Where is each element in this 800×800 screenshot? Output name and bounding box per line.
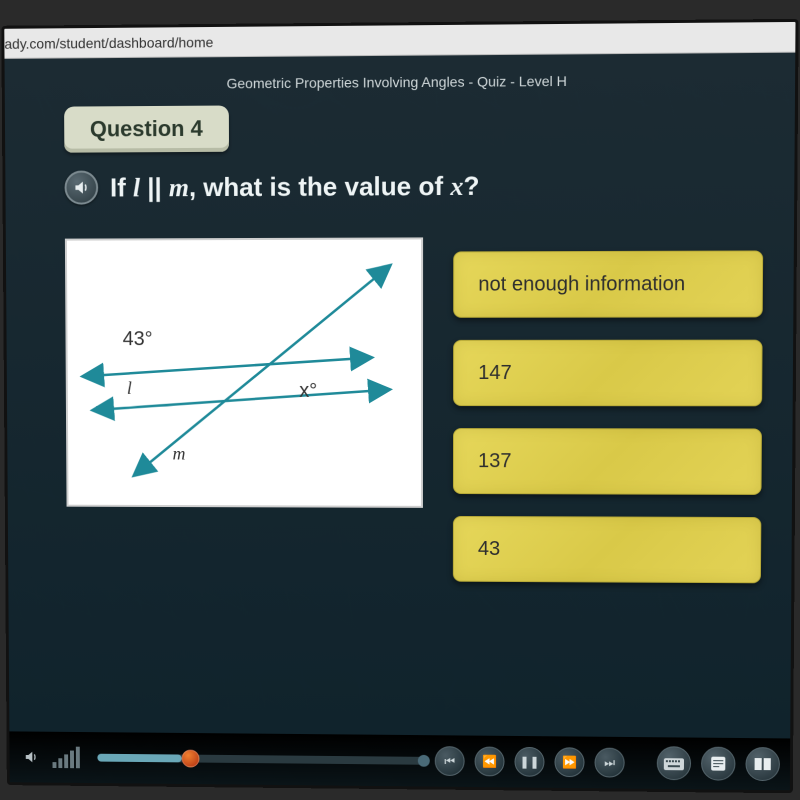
prompt-text2: , what is the value of [189,170,451,201]
volume-level[interactable] [52,746,79,768]
prompt-q: ? [463,170,479,200]
answer-option[interactable]: 137 [453,428,762,495]
progress-played [97,754,182,763]
keyboard-tool-icon[interactable] [657,746,691,780]
prompt-m: m [169,173,189,202]
answer-option[interactable]: not enough information [453,250,763,317]
progress-track[interactable] [97,754,424,765]
volume-icon[interactable] [19,745,43,769]
prompt-text: If [110,172,133,202]
label-m: m [173,444,186,465]
label-l: l [127,378,132,399]
book-tool-icon[interactable] [745,747,780,781]
pause-button[interactable]: ❚❚ [514,747,544,777]
angle-x: x° [299,380,317,403]
answer-option[interactable]: 147 [453,340,763,407]
skip-start-button[interactable]: ⏮ [435,746,465,776]
rewind-button[interactable]: ⏪ [475,746,505,776]
prompt-row: If l || m, what is the value of x? [64,167,763,205]
screen: ady.com/student/dashboard/home Geometric… [1,19,798,793]
geometry-figure: 43° x° l m [65,237,423,507]
prompt-parallel: || [140,172,169,202]
question-prompt: If l || m, what is the value of x? [110,170,480,203]
question-tab: Question 4 [64,106,229,153]
prompt-x: x [450,171,463,200]
work-area: 43° x° l m not enough information 147 13… [65,236,763,583]
topic-title: Geometric Properties Involving Angles - … [5,71,796,93]
audio-button[interactable] [64,171,98,205]
answer-option[interactable]: 43 [453,516,761,583]
quiz-content: Geometric Properties Involving Angles - … [5,53,796,739]
forward-button[interactable]: ⏩ [554,747,584,777]
figure-svg [67,239,425,509]
angle-43: 43° [123,328,153,351]
skip-end-button[interactable]: ⏭ [594,748,624,778]
answer-list: not enough information 147 137 43 [453,236,763,583]
url-text: ady.com/student/dashboard/home [4,34,213,52]
progress-handle[interactable] [182,750,200,768]
media-player-bar: ⏮ ⏪ ❚❚ ⏩ ⏭ [9,731,790,790]
notepad-tool-icon[interactable] [701,747,736,781]
progress-end [418,755,430,767]
